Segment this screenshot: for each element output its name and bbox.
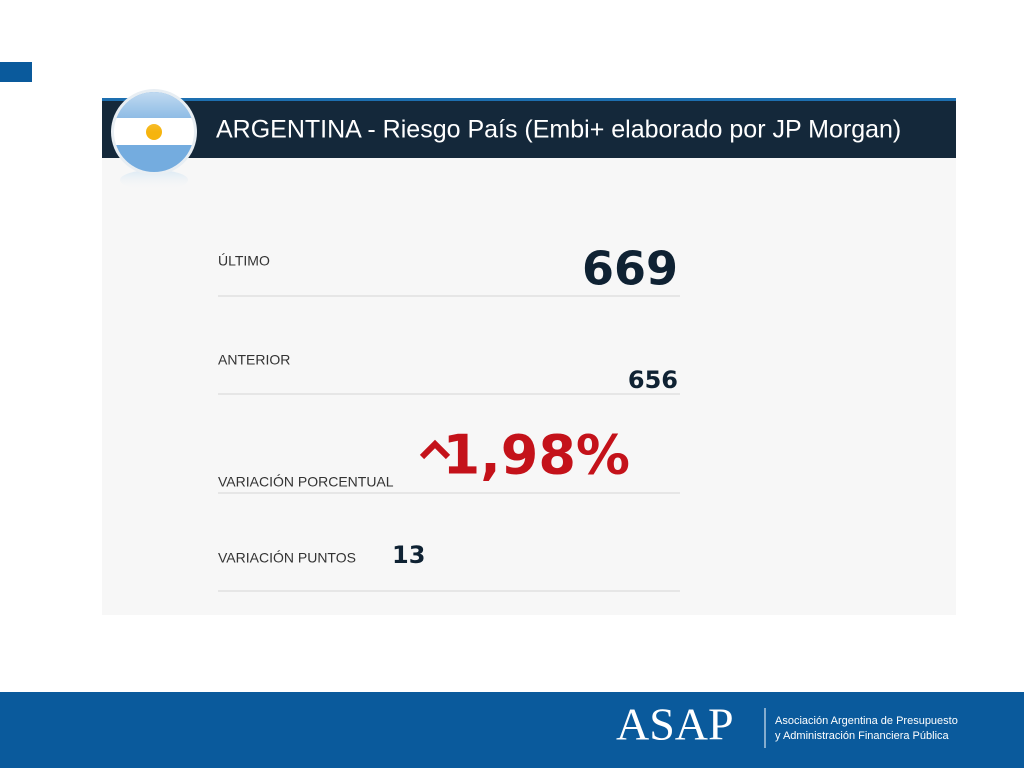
header-bar: [102, 98, 956, 158]
row-value: 656: [628, 366, 678, 394]
footer-org: Asociación Argentina de Presupuesto: [775, 715, 958, 727]
row-label: ANTERIOR: [218, 352, 290, 368]
up-caret: [419, 439, 451, 460]
corner-accent: [0, 62, 32, 82]
footer-logo: ASAP: [616, 699, 734, 750]
card: [102, 98, 956, 615]
row-label: ÚLTIMO: [218, 253, 270, 269]
row-label: VARIACIÓN PORCENTUAL: [218, 474, 394, 490]
row-label: VARIACIÓN PUNTOS: [218, 550, 356, 566]
footer-org: y Administración Financiera Pública: [775, 730, 950, 742]
header-accent: [102, 98, 956, 101]
row-value: 1,98%: [443, 424, 630, 487]
row-value: 13: [392, 541, 425, 569]
row-value: 669: [582, 242, 678, 296]
flag: [111, 89, 197, 175]
flag-reflection: [120, 170, 188, 190]
footer-band: [0, 692, 1024, 768]
header-title: ARGENTINA - Riesgo País (Embi+ elaborado…: [216, 116, 901, 144]
